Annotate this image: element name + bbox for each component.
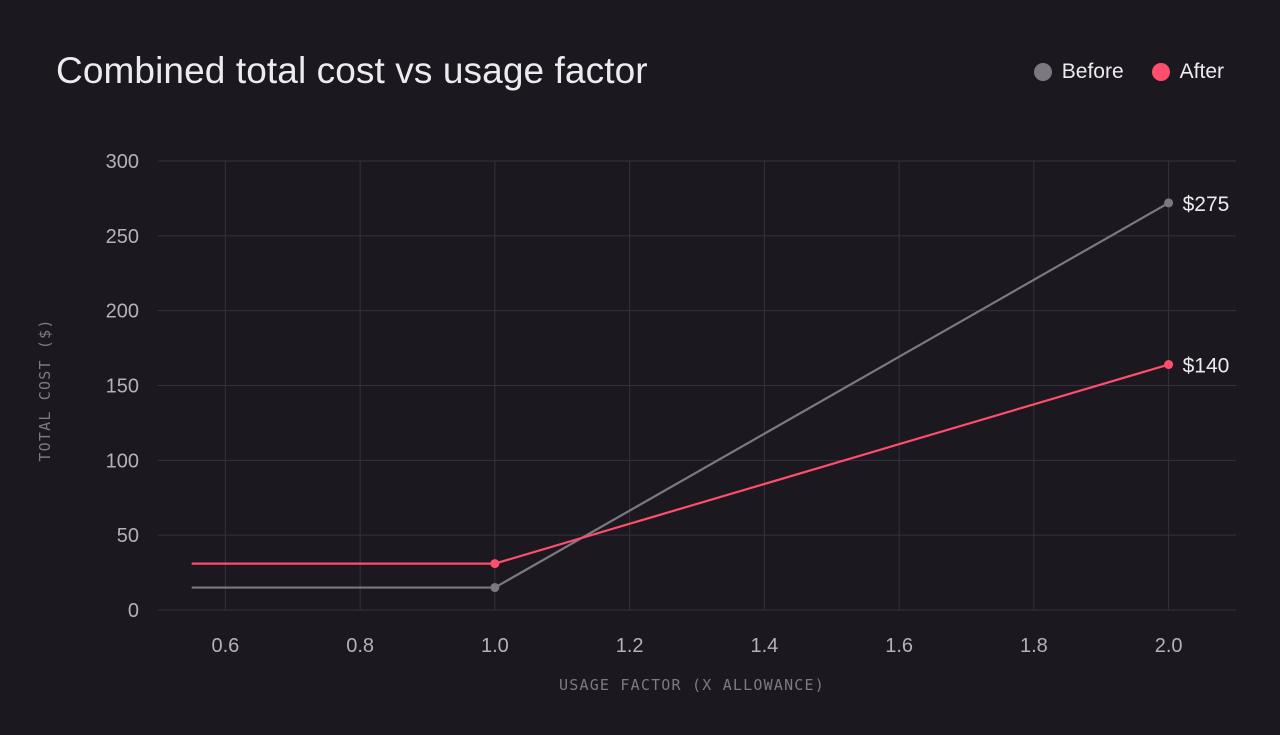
data-point-after <box>1164 360 1174 370</box>
y-axis-ticks: 0 50 100 150 200 250 300 <box>106 151 139 622</box>
y-tick-label: 200 <box>106 301 139 323</box>
legend-label-after: After <box>1179 60 1224 83</box>
legend-item-after: After <box>1151 60 1224 84</box>
x-tick-label: 1.6 <box>885 635 913 657</box>
legend-marker-before <box>1033 63 1052 81</box>
y-axis-title: TOTAL COST ($) <box>36 318 54 461</box>
y-tick-label: 250 <box>106 226 139 248</box>
x-tick-label: 1.2 <box>616 635 644 657</box>
y-tick-label: 150 <box>106 376 139 398</box>
series-lines: $275 $140 <box>191 193 1230 593</box>
legend: Before After <box>1033 60 1224 84</box>
y-tick-label: 0 <box>128 600 139 622</box>
data-point-after <box>490 559 500 569</box>
y-tick-label: 300 <box>106 151 139 173</box>
x-tick-label: 0.8 <box>346 635 374 657</box>
series-line-after <box>191 363 1169 565</box>
legend-item-before: Before <box>1033 60 1124 84</box>
grid <box>158 160 1236 611</box>
y-tick-label: 100 <box>106 450 139 472</box>
legend-marker-after <box>1151 63 1170 81</box>
end-label-before: $275 <box>1183 193 1230 216</box>
series-line-before <box>191 201 1170 589</box>
x-tick-label: 2.0 <box>1155 635 1183 657</box>
x-tick-label: 1.8 <box>1020 635 1048 657</box>
data-point-before <box>1164 198 1174 208</box>
legend-label-before: Before <box>1061 60 1124 83</box>
x-axis-ticks: 0.6 0.8 1.0 1.2 1.4 1.6 1.8 2.0 <box>211 635 1182 657</box>
chart-title: Combined total cost vs usage factor <box>56 50 648 91</box>
end-label-after: $140 <box>1183 355 1230 378</box>
data-point-before <box>490 583 500 593</box>
x-tick-label: 1.4 <box>750 635 778 657</box>
x-axis-title: USAGE FACTOR (X ALLOWANCE) <box>559 676 825 694</box>
y-tick-label: 50 <box>117 525 139 547</box>
x-tick-label: 0.6 <box>211 635 239 657</box>
x-tick-label: 1.0 <box>481 635 509 657</box>
